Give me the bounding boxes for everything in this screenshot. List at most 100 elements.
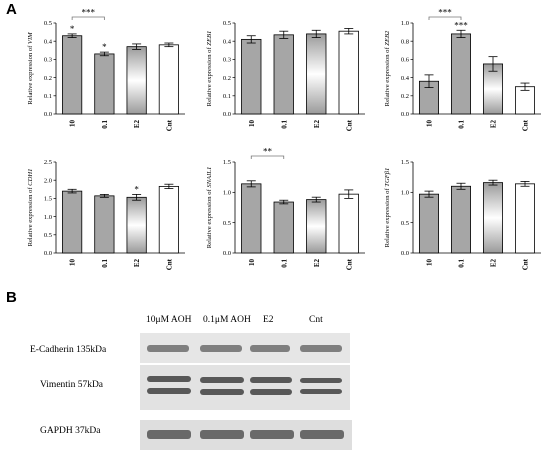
bar-charts: 0.0 0.1 0.2 0.3 0.4 0.5 Relative expression of… [27, 8, 541, 270]
y-axis-label-prefix: Relative expression of [27, 186, 34, 247]
y-tick-label: 0.2 [401, 93, 409, 100]
bar [273, 34, 294, 115]
y-axis-label-gene: CDH1 [27, 169, 34, 186]
y-axis-label-gene: SNAIL1 [206, 167, 213, 188]
band [147, 345, 342, 352]
band [147, 376, 342, 395]
y-tick-label: 1.0 [401, 20, 409, 27]
y-axis-label-prefix: Relative expression of [206, 188, 213, 249]
y-axis-label: Relative expression of ZEB1 [206, 31, 213, 107]
western-blot: 10μM AOH 0.1μM AOH E2 Cnt E-Cadherin 135… [30, 315, 352, 450]
category-label: 10 [426, 259, 434, 267]
y-tick-label: 0.2 [44, 75, 52, 82]
y-tick-label: 1.0 [223, 190, 231, 197]
y-axis-label-prefix: Relative expression of [384, 187, 391, 248]
y-axis-label-gene: ZEB2 [384, 30, 391, 46]
y-tick-label: 0.0 [223, 250, 231, 257]
category-label: 0.1 [101, 120, 109, 129]
category-label: E2 [313, 120, 321, 129]
lane-label: 0.1μM AOH [203, 315, 251, 325]
bar [306, 33, 327, 115]
category-label: E2 [490, 259, 498, 268]
category-label: Cnt [522, 119, 530, 131]
y-tick-label: 0.0 [401, 111, 409, 118]
category-label: 10 [248, 259, 256, 267]
category-label: E2 [490, 120, 498, 129]
y-axis-label: Relative expression of SNAIL1 [206, 167, 213, 249]
bar-chart-2: 0.0 0.2 0.4 0.6 0.8 1.0 Relative expression of… [384, 8, 541, 131]
bar [62, 35, 83, 115]
y-tick-label: 0.8 [401, 38, 409, 45]
significance-bracket [71, 16, 105, 20]
category-label: Cnt [522, 258, 530, 270]
significance-star: * [70, 24, 75, 34]
bar [158, 44, 179, 115]
category-label: 10 [426, 120, 434, 128]
category-label: 10 [248, 120, 256, 128]
category-label: E2 [133, 120, 141, 129]
panel-letter-a: A [6, 1, 17, 18]
y-axis-label-gene: ZEB1 [206, 31, 213, 46]
category-label: 0.1 [280, 120, 288, 129]
y-tick-label: 1.5 [44, 196, 52, 203]
category-label: Cnt [165, 258, 173, 270]
bar [62, 190, 83, 254]
band [147, 430, 344, 439]
significance-star: *** [454, 20, 468, 30]
bar [450, 185, 471, 254]
y-tick-label: 2.5 [44, 159, 52, 166]
significance-bracket-label: *** [82, 8, 96, 18]
y-tick-label: 0.4 [223, 38, 232, 45]
category-label: Cnt [345, 258, 353, 270]
bar [338, 193, 359, 254]
bar [273, 201, 294, 254]
category-label: E2 [313, 259, 321, 268]
y-tick-label: 0.5 [401, 220, 409, 227]
significance-star: * [102, 42, 107, 52]
significance-bracket [428, 16, 462, 20]
bar-chart-0: 0.0 0.1 0.2 0.3 0.4 0.5 Relative expression of… [27, 8, 185, 131]
bar [241, 183, 262, 254]
bar-chart-1: 0.0 0.1 0.2 0.3 0.4 0.5 Relative expression of… [206, 20, 365, 131]
y-axis-label-gene: VIM [27, 32, 34, 44]
significance-bracket-label: ** [263, 147, 273, 157]
y-tick-label: 0.2 [223, 75, 231, 82]
category-label: E2 [133, 259, 141, 268]
bar [306, 199, 327, 254]
y-axis-label: Relative expression of CDH1 [27, 169, 34, 247]
y-tick-label: 0.0 [223, 111, 231, 118]
significance-bracket-label: *** [438, 8, 452, 18]
bar [158, 185, 179, 254]
bar-chart-4: 0.0 0.5 1.0 1.5 Relative expression of SNAIL… [206, 147, 365, 270]
bar [450, 33, 471, 115]
y-tick-label: 1.5 [401, 159, 409, 166]
bar [482, 182, 503, 254]
y-tick-label: 1.0 [401, 190, 409, 197]
y-axis-label: Relative expression of ZEB2 [384, 30, 391, 106]
y-tick-label: 0.0 [44, 111, 52, 118]
y-tick-label: 0.1 [44, 93, 52, 100]
bar [515, 86, 536, 115]
bar [241, 38, 262, 115]
category-label: 0.1 [458, 259, 466, 268]
y-axis-label: Relative expression of VIM [27, 32, 34, 105]
bar [338, 30, 359, 115]
y-tick-label: 0.4 [44, 38, 53, 45]
y-tick-label: 0.0 [44, 250, 52, 257]
blot-strip [140, 365, 350, 410]
lane-label: E2 [263, 315, 274, 325]
lane-label: Cnt [309, 315, 323, 325]
y-tick-label: 0.5 [44, 20, 52, 27]
y-tick-label: 2.0 [44, 177, 52, 184]
y-tick-label: 1.5 [223, 159, 231, 166]
bar [418, 193, 439, 254]
y-tick-label: 0.5 [44, 232, 52, 239]
bar-chart-3: 0.0 0.5 1.0 1.5 2.0 2.5 Relative expression of… [27, 159, 185, 270]
y-tick-label: 0.1 [223, 93, 231, 100]
y-axis-label-prefix: Relative expression of [206, 46, 213, 107]
y-tick-label: 0.6 [401, 57, 410, 64]
panel-letter-b: B [6, 289, 17, 306]
category-label: Cnt [345, 119, 353, 131]
y-tick-label: 0.5 [223, 20, 231, 27]
